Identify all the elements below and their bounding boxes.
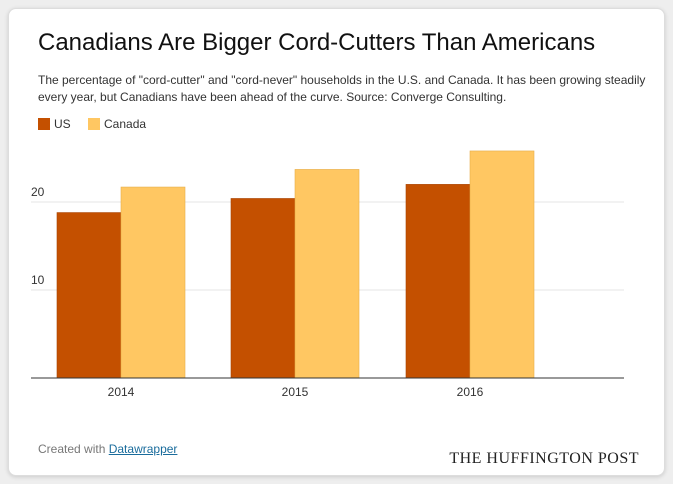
bar-canada-2015 <box>294 169 360 379</box>
chart-card: Canadians Are Bigger Cord-Cutters Than A… <box>8 8 665 476</box>
y-tick-label-10: 10 <box>31 273 45 287</box>
bar-us-2016 <box>405 184 471 379</box>
chart-subtitle: The percentage of "cord-cutter" and "cor… <box>38 73 646 104</box>
datawrapper-link[interactable]: Datawrapper <box>108 442 178 456</box>
bar-chart: 10 20 2014 2015 2016 <box>31 150 624 399</box>
publisher-logo: THE HUFFINGTON POST <box>449 450 639 467</box>
y-tick-label-20: 20 <box>31 185 45 199</box>
bar-canada-2014 <box>120 186 186 379</box>
x-tick-label-2015: 2015 <box>282 385 309 399</box>
bar-canada-2016 <box>469 150 535 379</box>
chart-title: Canadians Are Bigger Cord-Cutters Than A… <box>38 29 596 56</box>
legend-item-us: US <box>38 117 71 131</box>
legend-label-canada: Canada <box>104 117 147 131</box>
x-tick-label-2016: 2016 <box>457 385 484 399</box>
bar-us-2014 <box>56 212 122 379</box>
created-with-text: Created with <box>38 442 106 456</box>
bar-us-2015 <box>230 198 296 379</box>
x-tick-label-2014: 2014 <box>108 385 135 399</box>
legend-item-canada: Canada <box>88 117 146 131</box>
legend-swatch-canada <box>88 118 101 130</box>
legend-swatch-us <box>38 118 50 130</box>
footer-credit: Created with Datawrapper <box>38 442 177 456</box>
legend-label-us: US <box>54 117 71 131</box>
legend: US Canada <box>38 117 160 131</box>
